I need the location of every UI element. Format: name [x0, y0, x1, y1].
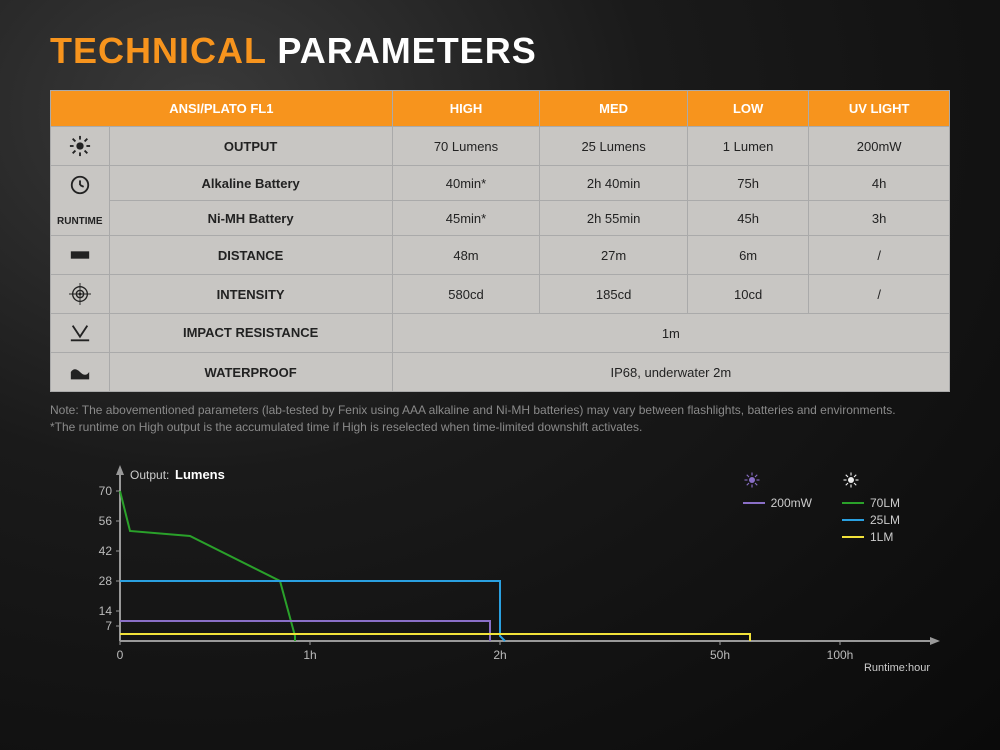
- svg-text:42: 42: [99, 544, 113, 558]
- svg-text:Runtime:hour: Runtime:hour: [864, 662, 930, 674]
- svg-text:70: 70: [99, 484, 113, 498]
- cell: 3h: [809, 201, 950, 236]
- cell: 2h 40min: [540, 166, 688, 201]
- cell: 4h: [809, 166, 950, 201]
- sun-icon: [842, 471, 900, 489]
- runtime-label: RUNTIME: [57, 216, 103, 227]
- series-25LM: [120, 581, 505, 641]
- legend-item: 70LM: [842, 496, 900, 510]
- cell: /: [809, 275, 950, 314]
- legend-item: 25LM: [842, 513, 900, 527]
- col-header: ANSI/PLATO FL1: [51, 91, 393, 127]
- cell: 1m: [392, 314, 949, 353]
- svg-text:2h: 2h: [493, 648, 506, 662]
- cell: 40min*: [392, 166, 540, 201]
- col-header: LOW: [687, 91, 808, 127]
- legend-swatch: [842, 519, 864, 521]
- cell: 27m: [540, 236, 688, 275]
- spec-table: ANSI/PLATO FL1 HIGH MED LOW UV LIGHT OUT…: [50, 90, 950, 392]
- legend-item: 200mW: [743, 496, 812, 510]
- cell: 200mW: [809, 127, 950, 166]
- table-row: RUNTIME Alkaline Battery 40min* 2h 40min…: [51, 166, 950, 201]
- svg-text:56: 56: [99, 514, 113, 528]
- row-label: OUTPUT: [109, 127, 392, 166]
- page-title: TECHNICAL PARAMETERS: [50, 30, 950, 72]
- col-header: UV LIGHT: [809, 91, 950, 127]
- cell: 25 Lumens: [540, 127, 688, 166]
- cell: 2h 55min: [540, 201, 688, 236]
- row-icon-cell: [51, 127, 110, 166]
- target-icon: [69, 283, 91, 305]
- legend-label: 25LM: [870, 513, 900, 527]
- svg-text:28: 28: [99, 574, 113, 588]
- svg-text:1h: 1h: [303, 648, 316, 662]
- legend-label: 1LM: [870, 530, 893, 544]
- title-word-1: TECHNICAL: [50, 30, 266, 71]
- row-icon-cell: [51, 236, 110, 275]
- title-word-2: PARAMETERS: [277, 30, 536, 71]
- series-70LM: [120, 491, 295, 641]
- table-row: Ni-MH Battery 45min* 2h 55min 45h 3h: [51, 201, 950, 236]
- row-icon-cell: RUNTIME: [51, 166, 110, 236]
- col-header: MED: [540, 91, 688, 127]
- table-row: WATERPROOF IP68, underwater 2m: [51, 353, 950, 392]
- row-icon-cell: [51, 353, 110, 392]
- legend-label: 200mW: [771, 496, 812, 510]
- cell: 48m: [392, 236, 540, 275]
- beam-icon: [69, 244, 91, 266]
- series-1LM: [120, 634, 750, 641]
- col-header: HIGH: [392, 91, 540, 127]
- uv-icon: [743, 471, 812, 489]
- row-label: INTENSITY: [109, 275, 392, 314]
- table-row: INTENSITY 580cd 185cd 10cd /: [51, 275, 950, 314]
- legend-swatch: [743, 502, 765, 504]
- table-row: IMPACT RESISTANCE 1m: [51, 314, 950, 353]
- impact-icon: [69, 322, 91, 344]
- row-label: DISTANCE: [109, 236, 392, 275]
- sun-icon: [69, 135, 91, 157]
- legend-item: 1LM: [842, 530, 900, 544]
- legend-swatch: [842, 502, 864, 504]
- series-200mW: [120, 621, 490, 641]
- table-header-row: ANSI/PLATO FL1 HIGH MED LOW UV LIGHT: [51, 91, 950, 127]
- cell: 580cd: [392, 275, 540, 314]
- cell: 75h: [687, 166, 808, 201]
- cell: 6m: [687, 236, 808, 275]
- table-row: DISTANCE 48m 27m 6m /: [51, 236, 950, 275]
- svg-text:0: 0: [117, 648, 124, 662]
- legend-swatch: [842, 536, 864, 538]
- row-sublabel: Ni-MH Battery: [109, 201, 392, 236]
- row-icon-cell: [51, 314, 110, 353]
- note-line: *The runtime on High output is the accum…: [50, 419, 950, 436]
- row-label: IMPACT RESISTANCE: [109, 314, 392, 353]
- cell: 10cd: [687, 275, 808, 314]
- cell: 1 Lumen: [687, 127, 808, 166]
- cell: 45min*: [392, 201, 540, 236]
- page-root: TECHNICAL PARAMETERS ANSI/PLATO FL1 HIGH…: [0, 0, 1000, 691]
- svg-text:7: 7: [105, 619, 112, 633]
- cell: IP68, underwater 2m: [392, 353, 949, 392]
- cell: 185cd: [540, 275, 688, 314]
- row-label: WATERPROOF: [109, 353, 392, 392]
- clock-icon: [69, 174, 91, 196]
- cell: 45h: [687, 201, 808, 236]
- note-line: Note: The abovementioned parameters (lab…: [50, 402, 950, 419]
- cell: /: [809, 236, 950, 275]
- runtime-chart: Output:Lumens7056422814701h2h50h100hRunt…: [50, 461, 950, 691]
- svg-text:Output:: Output:: [130, 468, 169, 482]
- svg-text:Lumens: Lumens: [175, 467, 225, 482]
- svg-text:50h: 50h: [710, 648, 730, 662]
- water-icon: [69, 361, 91, 383]
- legend-label: 70LM: [870, 496, 900, 510]
- chart-legend: 200mW 70LM 25LM 1LM: [743, 471, 900, 547]
- cell: 70 Lumens: [392, 127, 540, 166]
- row-icon-cell: [51, 275, 110, 314]
- svg-text:100h: 100h: [827, 648, 854, 662]
- svg-text:14: 14: [99, 604, 113, 618]
- note-block: Note: The abovementioned parameters (lab…: [50, 402, 950, 436]
- table-row: OUTPUT 70 Lumens 25 Lumens 1 Lumen 200mW: [51, 127, 950, 166]
- row-sublabel: Alkaline Battery: [109, 166, 392, 201]
